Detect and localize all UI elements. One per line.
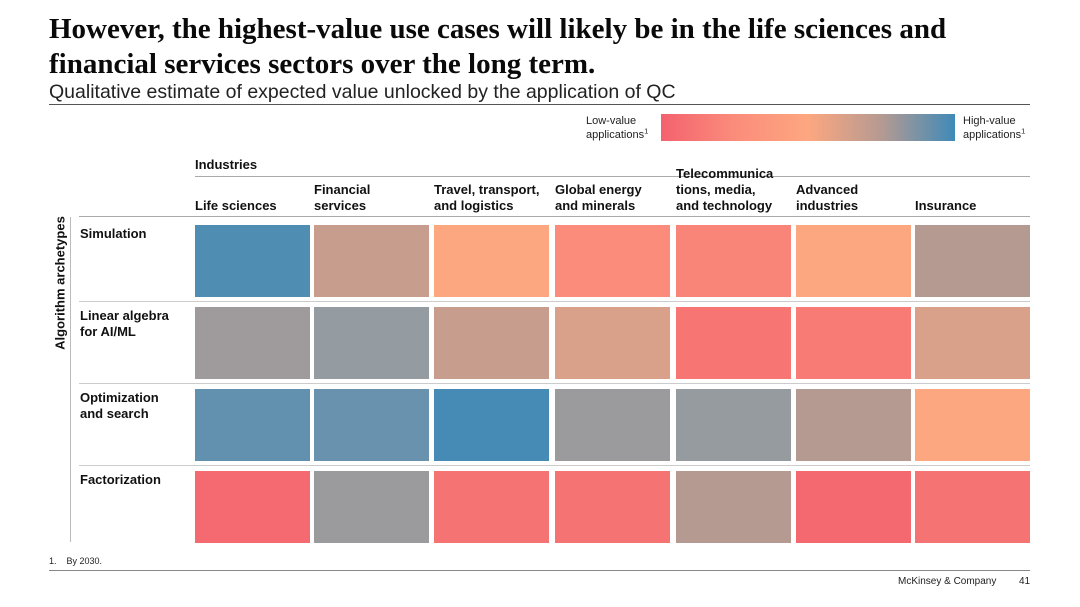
- heatmap-cell: [915, 389, 1030, 461]
- heatmap-cell: [195, 225, 310, 297]
- column-header-line: Global energy: [555, 182, 642, 197]
- heatmap-cell: [555, 307, 670, 379]
- footnote-number: 1.: [49, 556, 57, 566]
- footnote: 1. By 2030.: [49, 556, 102, 566]
- row-divider: [79, 301, 1030, 302]
- column-header-line: Financial: [314, 182, 371, 197]
- heatmap-cell: [314, 471, 429, 543]
- column-header-line: tions, media,: [676, 182, 756, 197]
- legend-low-text: Low-value: [586, 115, 637, 127]
- row-divider: [79, 465, 1030, 466]
- footnote-text: By 2030.: [66, 556, 103, 566]
- column-header-line: Advanced: [796, 182, 859, 197]
- heatmap-cell: [195, 389, 310, 461]
- column-header-3: Travel, transport, and logistics: [434, 182, 552, 214]
- column-header-5: Telecommunica tions, media, and technology: [676, 166, 794, 214]
- heatmap-cell: [676, 471, 791, 543]
- slide-subtitle: Qualitative estimate of expected value u…: [49, 81, 676, 103]
- heatmap-cell: [434, 225, 549, 297]
- heatmap-cell: [434, 307, 549, 379]
- page-number: 41: [1019, 576, 1031, 587]
- heatmap-cell: [796, 389, 911, 461]
- heatmap-cell: [314, 307, 429, 379]
- heatmap-cell: [796, 307, 911, 379]
- footer-divider: [49, 570, 1030, 571]
- heatmap-cell: [195, 471, 310, 543]
- heatmap-cell: [555, 471, 670, 543]
- heatmap-cell: [555, 389, 670, 461]
- title-divider: [49, 104, 1030, 105]
- heatmap-cell: [676, 225, 791, 297]
- row-label-line: Factorization: [80, 472, 161, 487]
- legend-high-footnote-marker: 1: [1021, 125, 1026, 135]
- heatmap-cell: [915, 307, 1030, 379]
- brand-label: McKinsey & Company: [898, 576, 997, 587]
- industries-group-label: Industries: [195, 157, 258, 172]
- column-header-line: Telecommunica: [676, 166, 774, 181]
- heatmap-cell: [796, 225, 911, 297]
- row-label-line: Linear algebra: [80, 308, 169, 323]
- row-label-line: and search: [80, 406, 149, 421]
- row-label-line: Simulation: [80, 226, 147, 241]
- slide-title: However, the highest-value use cases wil…: [49, 13, 947, 80]
- row-label-line: Optimization: [80, 390, 159, 405]
- industries-divider: [195, 176, 1030, 177]
- column-header-7: Insurance: [915, 198, 1033, 214]
- heatmap-cell: [434, 389, 549, 461]
- heatmap-cell: [676, 389, 791, 461]
- heatmap-cell: [195, 307, 310, 379]
- heatmap-cell: [915, 225, 1030, 297]
- legend-low-label: Low-value applications1: [586, 115, 649, 141]
- column-header-line: and technology: [676, 198, 773, 213]
- column-header-line: Travel, transport,: [434, 182, 540, 197]
- legend-high-label: High-value applications1: [963, 115, 1026, 141]
- y-axis-label: Algorithm archetypes: [52, 216, 68, 350]
- column-header-6: Advanced industries: [796, 182, 914, 214]
- heatmap-cell: [434, 471, 549, 543]
- legend-low-footnote-marker: 1: [644, 125, 649, 135]
- column-header-1: Life sciences: [195, 198, 313, 214]
- column-header-line: services: [314, 198, 367, 213]
- column-header-4: Global energy and minerals: [555, 182, 673, 214]
- heatmap-cell: [314, 225, 429, 297]
- row-label-4: Factorization: [80, 472, 190, 488]
- row-label-line: for AI/ML: [80, 324, 136, 339]
- heatmap-cell: [915, 471, 1030, 543]
- header-divider: [79, 216, 1030, 217]
- legend-high-text: High-value: [963, 115, 1016, 127]
- column-header-line: Life sciences: [195, 198, 277, 213]
- column-header-line: and minerals: [555, 198, 636, 213]
- heatmap-cell: [796, 471, 911, 543]
- heatmap-cell: [676, 307, 791, 379]
- column-header-line: and logistics: [434, 198, 514, 213]
- column-header-line: industries: [796, 198, 859, 213]
- row-label-2: Linear algebra for AI/ML: [80, 308, 190, 340]
- legend-gradient-bar: [661, 114, 955, 141]
- row-label-1: Simulation: [80, 226, 190, 242]
- column-header-2: Financial services: [314, 182, 432, 214]
- row-label-3: Optimization and search: [80, 390, 190, 422]
- y-axis-line: [70, 217, 71, 542]
- heatmap-cell: [555, 225, 670, 297]
- row-divider: [79, 383, 1030, 384]
- column-header-line: Insurance: [915, 198, 977, 213]
- heatmap-cell: [314, 389, 429, 461]
